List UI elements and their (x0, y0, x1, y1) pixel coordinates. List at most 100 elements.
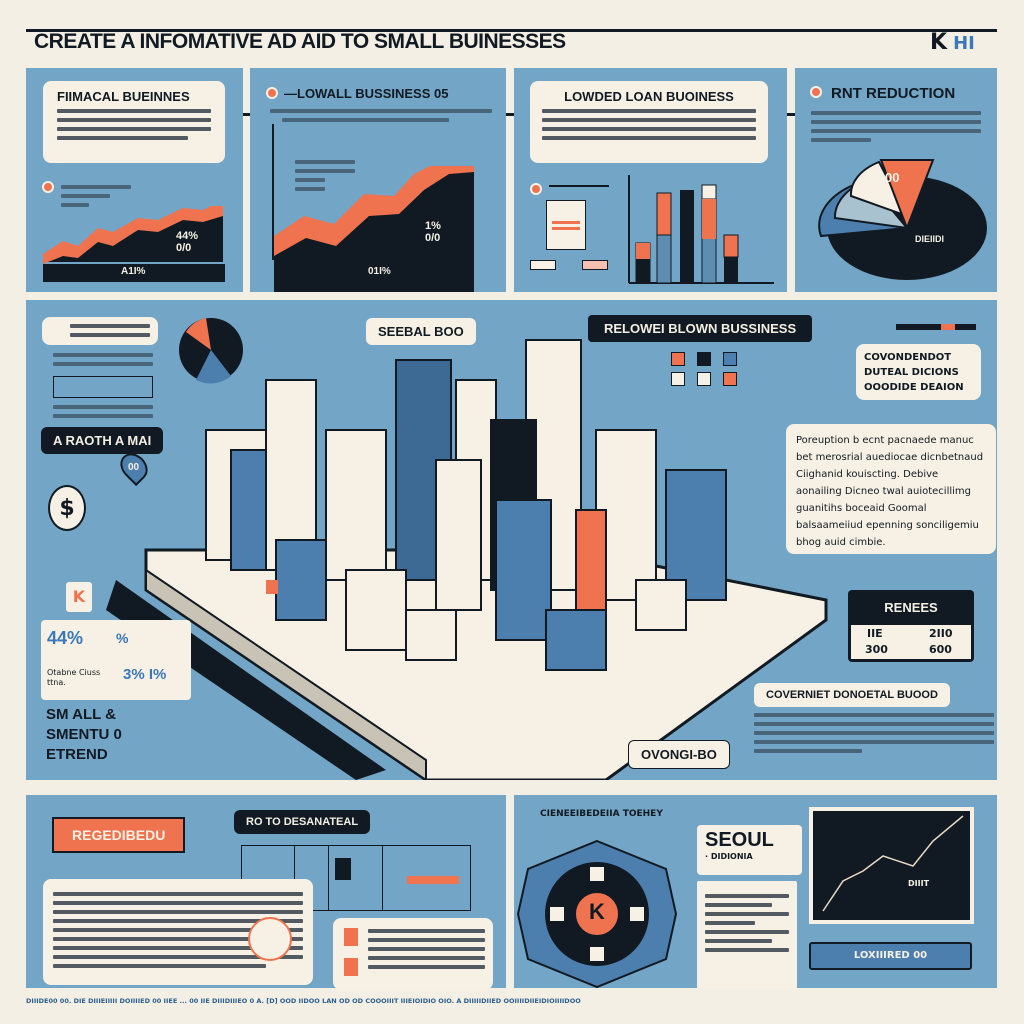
footer-text: DIIIDE00 00. DIE DIIIEIIIII DOIIIIED 00 … (26, 997, 581, 1005)
financial-card: FIIMACAL BUEINNES (43, 81, 225, 163)
city-base-edge (145, 568, 427, 780)
rent-title: RNT REDUCTION (831, 85, 956, 102)
application-tag: RO TO DESANATEAL (234, 810, 371, 834)
small-business-text (270, 104, 492, 127)
financial-title: FIIMACAL BUEINNES (57, 89, 190, 104)
trend-line-3: ETREND (46, 746, 108, 763)
pie-slice-cream (849, 160, 910, 218)
left-tag: A RAOTH A MAI (41, 427, 164, 454)
stat-2-label: Otabne Ciuss ttna. (47, 668, 101, 687)
panel-rent-reduction: RNT REDUCTION 00 DIEIIDI (795, 68, 997, 292)
building (435, 459, 482, 611)
small-business-title: —LOWALL BUSSINESS 05 (284, 86, 449, 101)
loan-title: LOWDED LOAN BUOINESS (564, 89, 734, 104)
bullet-dot (42, 181, 54, 193)
logo-k: K (930, 30, 948, 55)
bar (680, 190, 694, 283)
renees-value: 300 (865, 643, 888, 656)
stats-card[interactable]: 44% % Otabne Ciuss ttna. 3% I% (41, 620, 191, 700)
building (325, 429, 387, 581)
panel-financial-business: FIIMACAL BUEINNES 44% 0/0 A1I% (26, 68, 243, 292)
chart-base (43, 264, 225, 282)
trend-line-1: SM ALL & (46, 706, 116, 723)
k-badge: K (66, 582, 92, 612)
bullet-dot (530, 183, 542, 195)
building (665, 469, 727, 601)
panel-small-business: —LOWALL BUSSINESS 05 1% 0/0 01I% (250, 68, 506, 292)
logo-glyph: HI (953, 33, 975, 54)
emblem-k: K (589, 899, 605, 924)
emblem-caption: CIENEEIBEDEIIA TOEHEY (540, 809, 663, 819)
slider-indicator[interactable] (896, 324, 976, 330)
financial-area-chart (43, 206, 225, 282)
bar (723, 234, 739, 258)
small-business-area-chart-2 (274, 166, 474, 292)
buildings (205, 339, 727, 671)
rent-body-text (811, 106, 981, 147)
chart-base (274, 268, 474, 292)
description-card: Poreuption b ecnt pacnaede manuc bet mer… (786, 424, 996, 554)
registration-text-card (43, 879, 313, 985)
y-axis (272, 124, 274, 260)
brand-logo: K HI (930, 30, 975, 55)
government-text (754, 708, 994, 758)
small-business-chart-label: 1% 0/0 (425, 220, 441, 244)
panel-city-map: A RAOTH A MAI 00 $ K 44% % Otabne Ciuss … (26, 300, 997, 780)
seoul-subtitle: · DIDIONIA (705, 852, 753, 861)
gov-box-line: DUTEAL DICIONS (864, 367, 959, 378)
steps-strip (241, 845, 471, 911)
bullet-dot (810, 86, 822, 98)
page-title: CREATE A INFOMATIVE AD AID TO SMALL BUIN… (34, 30, 566, 53)
stat-2-value: 3% I% (123, 666, 167, 683)
pin-label: 00 (128, 462, 140, 473)
seoul-map: DIIIT (809, 807, 974, 924)
loan-card: LOWDED LOAN BUOINESS (530, 81, 768, 163)
loan-bar-chart (628, 175, 774, 284)
renees-title: RENEES (884, 600, 938, 615)
legend-swatch (582, 260, 608, 270)
loan-body-text (542, 109, 756, 140)
ovongi-tag: OVONGI-BO (628, 740, 730, 769)
doc-icon (344, 928, 358, 946)
bar (701, 184, 717, 200)
rent-pie-label: DIEIIDI (915, 234, 945, 244)
bar (656, 192, 672, 236)
rent-pie-chart (818, 159, 987, 280)
map-label: DIIIT (908, 879, 930, 888)
financial-note (61, 180, 131, 212)
building (275, 539, 327, 621)
register-button[interactable]: REGEDIBEDU (52, 817, 186, 853)
panel-seoul: CIENEEIBEDEIIA TOEHEY K SEOUL · DIDIONIA… (514, 795, 997, 989)
financial-axis-label: A1I% (121, 266, 146, 277)
panel-loan-business: LOWDED LOAN BUOINESS (514, 68, 787, 292)
building-accent (266, 580, 278, 594)
app-icon (248, 917, 292, 961)
legend-swatch (530, 260, 556, 270)
bar (636, 243, 650, 259)
doc-icon (344, 958, 358, 976)
renees-header: IIE (867, 627, 883, 640)
gov-box-line: OOODIDE DEAION (864, 382, 964, 393)
info-box (53, 376, 153, 398)
gov-box-line: COVONDENDOT (864, 352, 952, 363)
renees-header: 2II0 (929, 627, 953, 640)
documents-card (333, 918, 493, 990)
government-box: COVONDENDOT DUTEAL DICIONS OOODIDE DEAIO… (856, 344, 981, 400)
financial-body-text (57, 109, 211, 140)
building (635, 579, 687, 631)
info-card (42, 317, 158, 345)
info-text (53, 400, 153, 423)
bullet-dot (266, 87, 278, 99)
money-bag-icon: $ (48, 485, 86, 531)
trend-line-2: SMENTU 0 (46, 726, 122, 743)
stat-1-value: 44% (47, 628, 84, 648)
renees-table: RENEES IIE 2II0 300 600 (848, 590, 974, 662)
header-bottom-rule (26, 113, 997, 116)
seoul-title: SEOUL (705, 829, 774, 851)
area-orange (274, 166, 474, 256)
pie-badge-icon (179, 318, 243, 384)
seoul-card: SEOUL · DIDIONIA (697, 825, 802, 875)
pie-slice-orange (879, 159, 935, 231)
location-button[interactable]: LOXIIIRED 00 (809, 942, 972, 970)
legend-grid (671, 352, 751, 392)
